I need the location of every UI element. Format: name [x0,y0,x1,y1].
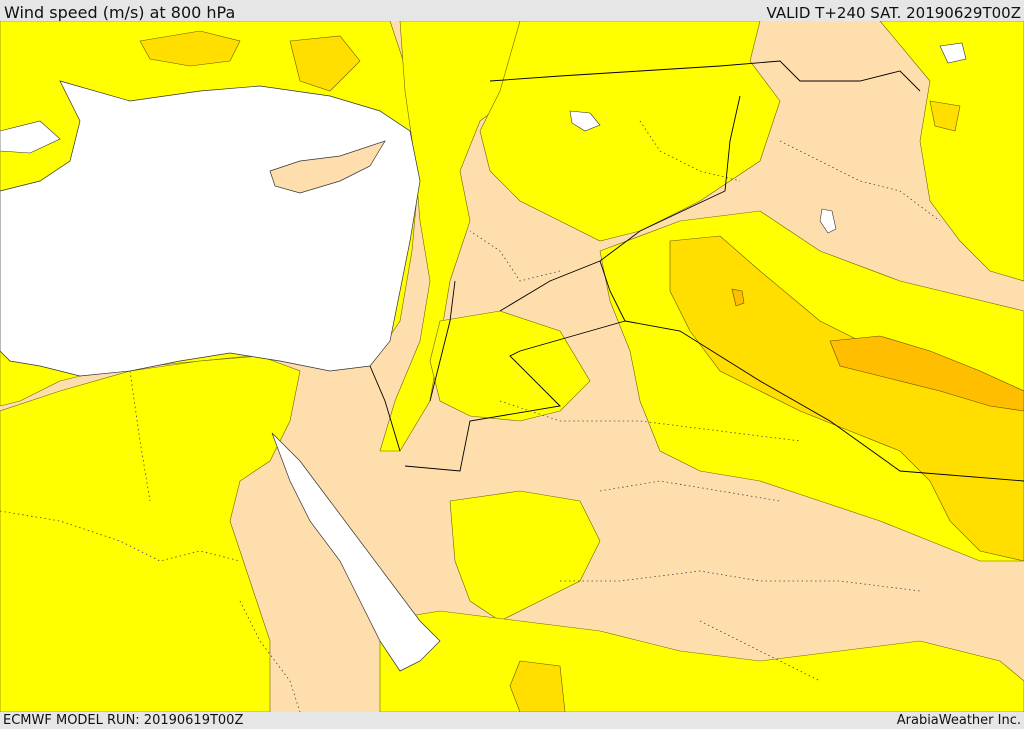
map-title: Wind speed (m/s) at 800 hPa [4,3,236,22]
wind-band-orange [731,288,1024,412]
model-run-label: ECMWF MODEL RUN: 20190619T00Z [3,713,244,728]
sea-mask [0,80,441,672]
valid-time: VALID T+240 SAT. 20190629T00Z [766,4,1021,22]
lakes [0,42,967,234]
header-bar: Wind speed (m/s) at 800 hPa VALID T+240 … [0,0,1024,22]
country-borders [369,60,1024,482]
island-cyprus [269,140,386,194]
wind-speed-map [0,21,1024,712]
wind-band-gold [139,30,1024,712]
footer-bar: ECMWF MODEL RUN: 20190619T00Z ArabiaWeat… [0,712,1024,729]
internal-borders [0,120,941,712]
credit-label: ArabiaWeather Inc. [896,713,1021,728]
